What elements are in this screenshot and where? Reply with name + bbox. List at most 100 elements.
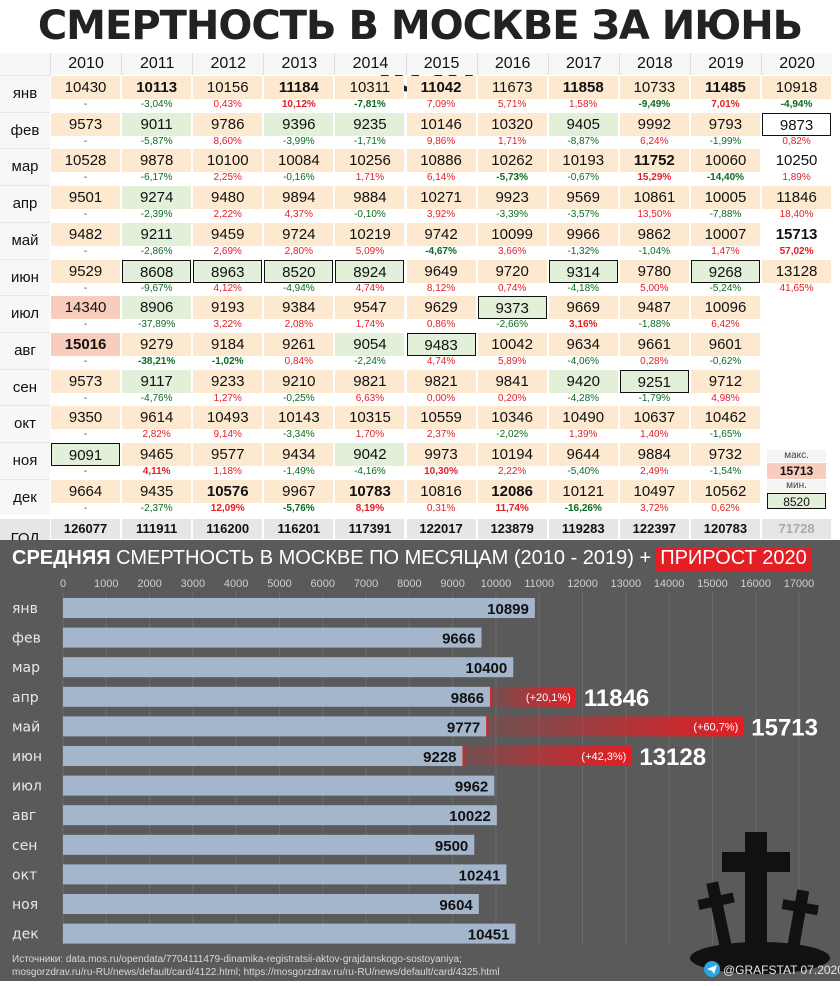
percent-cell: -0,10% xyxy=(334,209,406,222)
year-header: 2020 xyxy=(761,53,832,75)
value-cell: 12086 xyxy=(477,479,547,503)
percent-cell: 0,00% xyxy=(405,392,477,406)
value-cell: 9992 xyxy=(619,112,689,136)
percent-cell: - xyxy=(50,319,122,332)
percent-cell: 4,37% xyxy=(263,209,335,222)
year-header: 2010 xyxy=(50,53,121,75)
percent-cell: -8,87% xyxy=(547,135,619,149)
chart-title-main: СМЕРТНОСТЬ В МОСКВЕ ПО МЕСЯЦАМ (2010 - 2… xyxy=(111,547,652,569)
percent-cell: -4,76% xyxy=(121,392,193,406)
x-tick-label: 9000 xyxy=(440,578,464,590)
percent-cell: 2,08% xyxy=(263,319,335,332)
percent-cell: 3,16% xyxy=(547,319,619,332)
value-cell: 9569 xyxy=(548,186,618,210)
bar xyxy=(63,657,514,678)
value-cell: 9923 xyxy=(477,186,547,210)
percent-cell: 4,98% xyxy=(689,392,761,406)
value-cell: 9487 xyxy=(619,296,689,320)
value-cell: 10861 xyxy=(619,186,689,210)
percent-cell: -7,81% xyxy=(334,99,406,112)
increase-label: (+42,3%) xyxy=(581,751,626,763)
month-label: мар xyxy=(0,148,50,186)
value-cell: 9459 xyxy=(193,222,263,246)
legend-max-label: макс. xyxy=(767,450,827,462)
year-header: 2011 xyxy=(121,53,192,75)
value-cell: 9210 xyxy=(264,369,334,393)
grave-crosses-icon xyxy=(690,832,830,974)
percent-cell: -1,65% xyxy=(689,429,761,442)
percent-cell: - xyxy=(50,502,122,516)
percent-cell: - xyxy=(50,282,122,296)
percent-cell: -2,86% xyxy=(121,245,193,259)
percent-cell: -16,26% xyxy=(547,502,619,516)
x-tick-label: 17000 xyxy=(784,578,815,590)
value-cell: 9873 xyxy=(762,112,832,136)
percent-cell xyxy=(761,319,833,332)
value-cell: 11673 xyxy=(477,76,547,99)
percent-cell: - xyxy=(50,466,122,479)
value-cell: 9821 xyxy=(406,369,476,393)
percent-cell: 8,19% xyxy=(334,502,406,516)
month-label: апр xyxy=(0,185,50,222)
value-cell: 9434 xyxy=(264,443,334,466)
bar-value: 9604 xyxy=(439,897,473,914)
value-cell: 10528 xyxy=(51,149,121,173)
percent-cell: -3,04% xyxy=(121,99,193,112)
percent-cell: 4,12% xyxy=(192,282,264,296)
month-label: ноя xyxy=(12,897,38,913)
percent-cell: 2,80% xyxy=(263,245,335,259)
value-cell: 9396 xyxy=(264,112,334,136)
value-cell: 9644 xyxy=(548,443,618,466)
value-cell: 9420 xyxy=(548,369,618,393)
year-header: 2018 xyxy=(618,53,690,75)
bar xyxy=(63,894,479,914)
percent-cell: - xyxy=(50,172,122,186)
percent-cell: -3,99% xyxy=(263,135,335,149)
percent-cell: -7,88% xyxy=(689,209,761,222)
percent-cell: -0,67% xyxy=(547,172,619,186)
value-cell: 9841 xyxy=(477,369,547,393)
percent-cell: 5,09% xyxy=(334,245,406,259)
percent-cell: -4,28% xyxy=(547,392,619,406)
percent-cell: -4,16% xyxy=(334,466,406,479)
value-cell: 9573 xyxy=(51,112,121,136)
percent-cell: -3,39% xyxy=(476,209,548,222)
value-cell: 9547 xyxy=(335,296,405,320)
source-line-1: Источники: data.mos.ru/opendata/77041114… xyxy=(12,954,462,965)
value-cell: 10084 xyxy=(264,149,334,173)
percent-cell: - xyxy=(50,429,122,442)
percent-cell: 6,42% xyxy=(689,319,761,332)
value-cell: 9724 xyxy=(264,222,334,246)
increase-bar xyxy=(462,746,632,766)
value-cell: 10113 xyxy=(122,76,192,99)
x-tick-label: 2000 xyxy=(137,578,161,590)
month-label: окт xyxy=(0,405,50,442)
x-tick-label: 11000 xyxy=(524,578,554,590)
telegram-icon xyxy=(704,961,720,977)
percent-cell: 1,39% xyxy=(547,429,619,442)
value-cell: 9634 xyxy=(548,332,618,356)
bar xyxy=(63,834,475,855)
x-tick-label: 14000 xyxy=(654,578,685,590)
value-cell: 10576 xyxy=(193,479,263,503)
year-header: 2019 xyxy=(689,53,761,75)
value-cell: 15016 xyxy=(51,332,121,356)
chart-title-bold: СРЕДНЯЯ xyxy=(12,547,111,569)
increase-bar xyxy=(486,716,744,737)
total-cell: 117391 xyxy=(335,519,405,540)
value-cell: 9529 xyxy=(51,259,121,283)
month-label: сен xyxy=(12,838,37,854)
value-cell: 9821 xyxy=(335,369,405,393)
percent-cell: 0,62% xyxy=(689,502,761,516)
percent-cell: - xyxy=(50,209,122,222)
percent-cell: 2,25% xyxy=(192,172,264,186)
percent-cell: -5,76% xyxy=(263,502,335,516)
value-cell xyxy=(762,332,832,356)
value-cell: 10219 xyxy=(335,222,405,246)
percent-cell: -1,32% xyxy=(547,245,619,259)
value-cell: 9862 xyxy=(619,222,689,246)
percent-cell: 3,72% xyxy=(618,502,690,516)
month-label: июн xyxy=(0,258,50,296)
value-cell: 9268 xyxy=(690,259,760,283)
percent-cell: 2,22% xyxy=(476,466,548,479)
